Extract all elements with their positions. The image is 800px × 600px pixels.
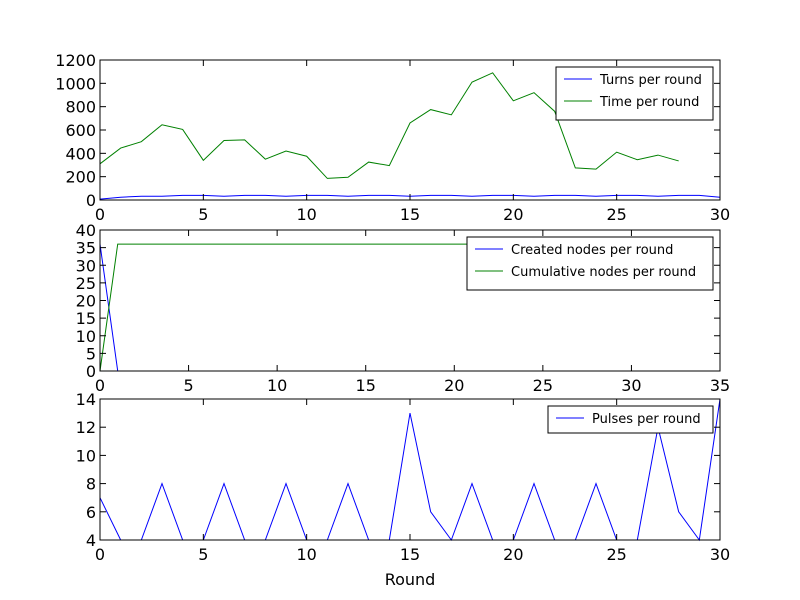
y-tick-label: 800 <box>65 98 96 117</box>
x-tick-label: 20 <box>503 205 523 224</box>
y-tick-label: 12 <box>76 418 96 437</box>
x-tick-label: 15 <box>400 545 420 564</box>
legend-box <box>547 405 714 434</box>
x-tick-label: 35 <box>710 376 730 395</box>
x-tick-label: 5 <box>198 545 208 564</box>
y-tick-label: 6 <box>86 503 96 522</box>
y-tick-label: 20 <box>76 292 96 311</box>
y-tick-label: 600 <box>65 121 96 140</box>
x-tick-label: 25 <box>606 205 626 224</box>
series-line-cumulative-nodes-per-round <box>99 243 632 372</box>
y-tick-label: 0 <box>86 362 96 381</box>
y-tick-label: 10 <box>76 446 96 465</box>
x-tick-label: 10 <box>267 376 287 395</box>
y-tick-label: 40 <box>76 221 96 240</box>
y-tick-label: 30 <box>76 256 96 275</box>
x-tick-label: 20 <box>444 376 464 395</box>
legend-label: Cumulative nodes per round <box>511 265 696 280</box>
y-tick-label: 1200 <box>55 51 96 70</box>
legend: Created nodes per round Cumulative nodes … <box>466 236 714 291</box>
y-tick-label: 35 <box>76 239 96 258</box>
legend: Pulses per round <box>547 405 714 434</box>
x-tick-label: 15 <box>356 376 376 395</box>
x-tick-label: 20 <box>503 545 523 564</box>
legend-box <box>555 66 714 121</box>
x-tick-label: 25 <box>533 376 553 395</box>
legend-box <box>466 236 714 291</box>
x-tick-label: 5 <box>183 376 193 395</box>
y-tick-label: 400 <box>65 144 96 163</box>
legend-label: Pulses per round <box>592 412 701 427</box>
subplot-3: 0 5 10 15 20 25 30 4 6 8 10 12 14 Pulses per round <box>76 390 731 564</box>
y-tick-label: 8 <box>86 475 96 494</box>
y-tick-label: 4 <box>86 531 96 550</box>
y-tick-label: 15 <box>76 309 96 328</box>
x-tick-label: 10 <box>296 545 316 564</box>
legend-label: Time per round <box>599 95 699 110</box>
y-tick-label: 10 <box>76 327 96 346</box>
x-tick-label: 15 <box>400 205 420 224</box>
subplot-1: 0 5 10 15 20 25 30 0 200 400 600 800 1000 1200 Turns p… <box>55 51 730 224</box>
x-tick-label: 0 <box>95 376 105 395</box>
x-tick-label: 30 <box>621 376 641 395</box>
y-tick-label: 200 <box>65 168 96 187</box>
x-tick-label: 0 <box>95 545 105 564</box>
x-tick-label: 0 <box>95 205 105 224</box>
x-tick-label: 25 <box>606 545 626 564</box>
x-axis-label: Round <box>385 570 436 589</box>
legend: Turns per round Time per round <box>555 66 714 121</box>
x-tick-label: 10 <box>296 205 316 224</box>
y-tick-label: 1000 <box>55 74 96 93</box>
x-tick-label: 30 <box>710 545 730 564</box>
legend-label: Created nodes per round <box>511 243 673 258</box>
legend-label: Turns per round <box>599 73 702 88</box>
y-tick-label: 5 <box>86 344 96 363</box>
y-tick-label: 0 <box>86 191 96 210</box>
series-line-time-per-round <box>99 72 679 179</box>
x-tick-label: 30 <box>710 205 730 224</box>
y-tick-label: 25 <box>76 274 96 293</box>
y-tick-label: 14 <box>76 390 96 409</box>
x-tick-label: 5 <box>198 205 208 224</box>
